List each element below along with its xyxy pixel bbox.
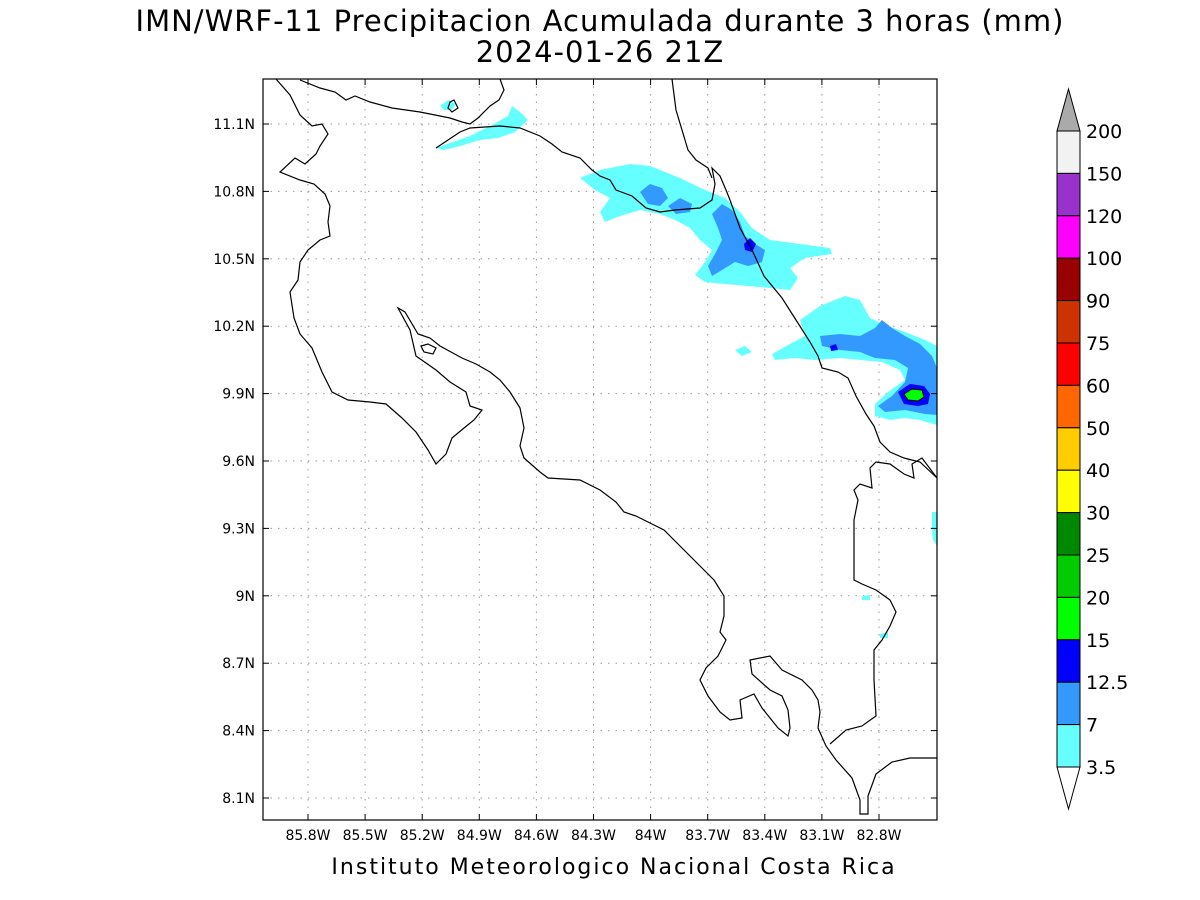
precip-area-3.5 <box>932 512 937 546</box>
x-tick-label: 85.5W <box>343 828 388 844</box>
colorbar-swatch <box>1056 427 1081 471</box>
y-tick-label: 9N <box>236 589 255 605</box>
y-tick-label: 9.3N <box>222 521 255 537</box>
colorbar-label: 120 <box>1086 206 1122 228</box>
colorbar-label: 25 <box>1086 545 1110 567</box>
nicaragua-border <box>435 125 731 213</box>
x-tick-label: 84.6W <box>514 828 559 844</box>
colorbar-label: 200 <box>1086 121 1122 143</box>
x-tick-label: 85.8W <box>285 828 330 844</box>
map-background <box>263 79 937 820</box>
y-tick-label: 8.7N <box>222 656 255 672</box>
colorbar-swatch <box>1056 342 1081 386</box>
x-tick-label: 83.7W <box>685 828 730 844</box>
y-axis: 11.1N 10.8N 10.5N 10.2N 9.9N 9.6N 9.3N 9N 8.7N 8.… <box>213 117 937 807</box>
colorbar-swatch <box>1056 257 1081 302</box>
map-frame <box>262 78 938 821</box>
precip-area-12.5 <box>830 344 838 351</box>
colorbar-label: 3.5 <box>1086 757 1116 779</box>
colorbar-label: 15 <box>1086 630 1110 652</box>
x-tick-label: 83.1W <box>799 828 844 844</box>
nicoya-inner <box>420 343 437 355</box>
y-tick-label: 10.8N <box>213 184 255 200</box>
colorbar-swatch <box>1056 172 1081 217</box>
y-tick-label: 9.9N <box>222 387 255 403</box>
y-tick-label: 8.4N <box>222 724 255 740</box>
credit-footer: Instituto Meteorologico Nacional Costa R… <box>331 855 897 880</box>
colorbar-swatch <box>1056 681 1081 726</box>
colorbar-top-arrow <box>1056 87 1081 132</box>
burica-peninsula <box>829 457 938 745</box>
coastlines <box>275 78 938 815</box>
y-tick-label: 9.6N <box>222 454 255 470</box>
y-tick-label: 10.2N <box>213 319 255 335</box>
precip-area-7 <box>708 204 765 276</box>
colorbar-label: 12.5 <box>1086 672 1128 694</box>
y-tick-label: 10.5N <box>213 252 255 268</box>
precip-area-3.5 <box>440 100 456 110</box>
y-tick-label: 11.1N <box>213 117 255 133</box>
pacific-coast-north <box>275 78 937 815</box>
colorbar-label: 30 <box>1086 503 1110 525</box>
nicaragua-lake-shore <box>299 78 505 125</box>
colorbar-label: 150 <box>1086 163 1122 185</box>
colorbar-swatch <box>1056 639 1081 683</box>
colorbar-label: 20 <box>1086 587 1110 609</box>
river-north <box>671 78 713 179</box>
lake-island <box>447 99 459 113</box>
colorbar: 200 150 120 100 90 75 60 50 40 30 25 20 15 12.5 7 3.5 <box>1056 87 1128 811</box>
y-tick-label: 8.1N <box>222 791 255 807</box>
colorbar-swatch <box>1056 215 1081 259</box>
colorbar-label: 100 <box>1086 248 1122 270</box>
colorbar-swatch <box>1056 469 1081 514</box>
colorbar-label: 90 <box>1086 291 1110 313</box>
x-tick-label: 85.2W <box>400 828 445 844</box>
precipitation-areas <box>436 100 937 638</box>
x-tick-label: 84.3W <box>571 828 616 844</box>
colorbar-swatch <box>1056 724 1081 768</box>
map-valid-time: 2024-01-26 21Z <box>475 35 725 69</box>
colorbar-label: 40 <box>1086 460 1110 482</box>
colorbar-label: 60 <box>1086 375 1110 397</box>
x-tick-label: 83.4W <box>742 828 787 844</box>
precip-area-3.5 <box>862 595 870 600</box>
x-tick-label: 82.8W <box>856 828 901 844</box>
colorbar-swatch <box>1056 384 1081 429</box>
colorbar-swatch <box>1056 554 1081 598</box>
map-title: IMN/WRF-11 Precipitacion Acumulada duran… <box>135 4 1065 38</box>
colorbar-swatch <box>1056 512 1081 556</box>
x-axis: 85.8W 85.5W 85.2W 84.9W 84.6W 84.3W 84W 83.7W 83… <box>285 79 902 844</box>
x-tick-label: 84W <box>635 828 667 844</box>
precip-area-7 <box>640 184 668 206</box>
precip-area-3.5 <box>436 106 528 150</box>
colorbar-swatch <box>1056 130 1081 174</box>
colorbar-label: 50 <box>1086 418 1110 440</box>
colorbar-bottom-arrow <box>1056 766 1081 811</box>
colorbar-swatch <box>1056 596 1081 641</box>
precip-area-15 <box>903 388 925 402</box>
caribbean-coast <box>729 199 938 479</box>
precip-area-3.5 <box>735 346 752 356</box>
colorbar-label: 75 <box>1086 333 1110 355</box>
colorbar-swatch <box>1056 300 1081 344</box>
colorbar-label: 7 <box>1086 715 1098 737</box>
x-tick-label: 84.9W <box>457 828 502 844</box>
